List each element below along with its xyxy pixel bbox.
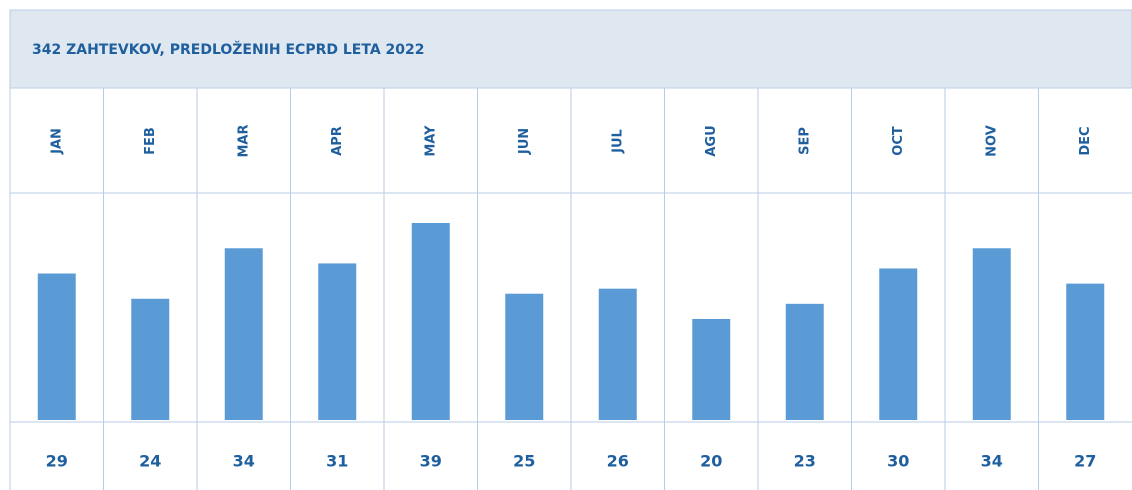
value-label: 34 bbox=[233, 452, 255, 471]
bar bbox=[411, 223, 450, 420]
value-label: 23 bbox=[794, 452, 816, 471]
value-label: 27 bbox=[1074, 452, 1096, 471]
month-label: MAR bbox=[236, 124, 251, 157]
bar bbox=[972, 248, 1011, 420]
bar bbox=[785, 303, 824, 420]
value-label: 26 bbox=[607, 452, 629, 471]
month-label: APR bbox=[330, 126, 345, 156]
chart-title: 342 ZAHTEVKOV, PREDLOŽENIH ECPRD LETA 20… bbox=[32, 41, 425, 58]
month-label: SEP bbox=[797, 127, 812, 155]
bar bbox=[692, 318, 731, 420]
value-label: 29 bbox=[46, 452, 68, 471]
month-label: DEC bbox=[1078, 126, 1093, 155]
bar bbox=[1066, 283, 1105, 420]
month-label: OCT bbox=[891, 126, 906, 156]
value-label: 24 bbox=[139, 452, 161, 471]
value-label: 31 bbox=[326, 452, 348, 471]
value-label: 39 bbox=[420, 452, 442, 471]
header-band bbox=[9, 9, 1132, 89]
bar bbox=[318, 263, 357, 420]
month-label: NOV bbox=[984, 125, 999, 157]
bar bbox=[37, 273, 76, 420]
bar bbox=[505, 293, 544, 420]
value-label: 25 bbox=[513, 452, 535, 471]
bar bbox=[224, 248, 263, 420]
month-label: JUN bbox=[517, 128, 532, 155]
month-label: MAY bbox=[423, 125, 438, 157]
value-label: 20 bbox=[700, 452, 722, 471]
month-label: JUL bbox=[610, 129, 625, 154]
bar bbox=[131, 298, 170, 420]
value-label: 34 bbox=[981, 452, 1003, 471]
month-label: FEB bbox=[143, 127, 158, 155]
month-label: AGU bbox=[704, 125, 719, 156]
bar bbox=[879, 268, 918, 420]
bar bbox=[598, 288, 637, 420]
value-label: 30 bbox=[887, 452, 909, 471]
month-label: JAN bbox=[49, 128, 64, 155]
